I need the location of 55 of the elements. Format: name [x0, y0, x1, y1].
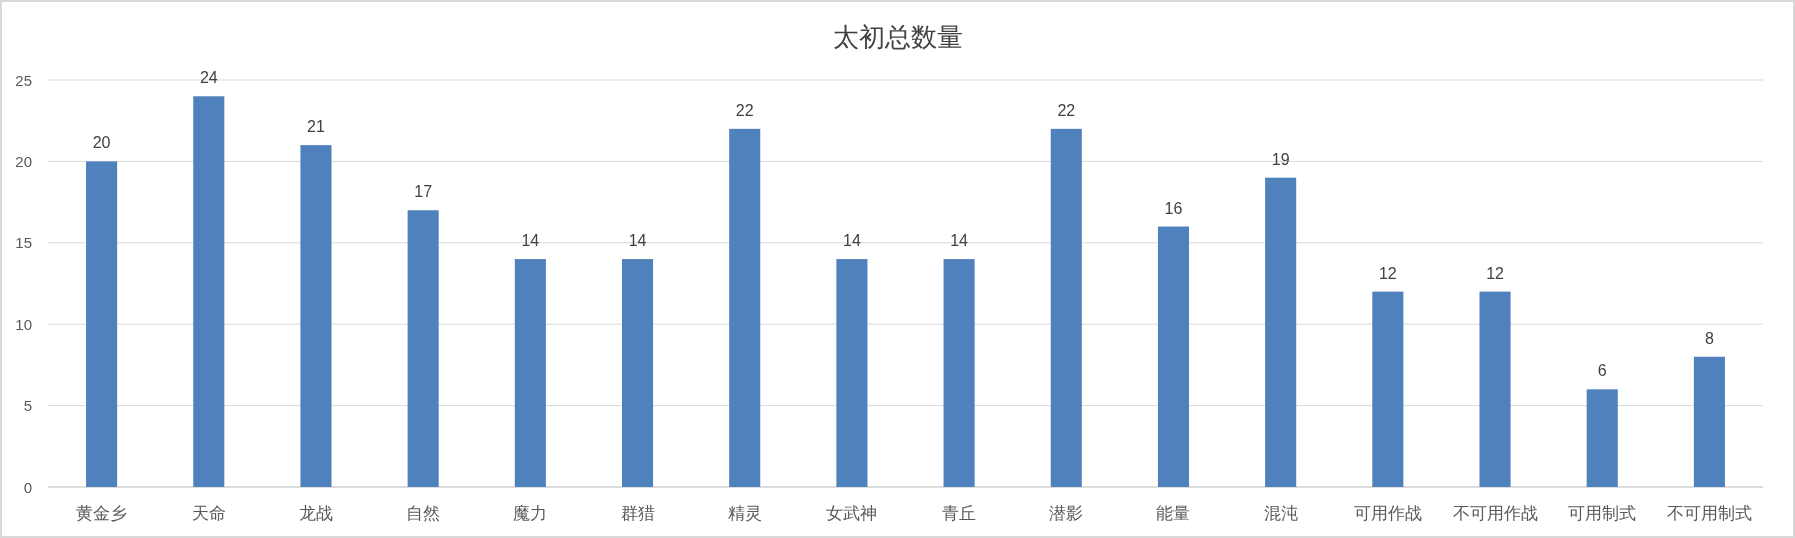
data-label: 22 [1057, 101, 1076, 119]
y-tick-label: 5 [23, 397, 32, 415]
x-tick-label: 能量 [1156, 504, 1191, 523]
x-tick-label: 天命 [191, 504, 226, 523]
bar [514, 259, 546, 487]
y-tick-label: 20 [15, 152, 32, 170]
bar [1050, 128, 1082, 487]
x-tick-label: 精灵 [727, 504, 762, 523]
x-tick-label: 群猎 [620, 504, 655, 523]
data-label: 19 [1271, 150, 1290, 168]
data-label: 21 [307, 118, 325, 136]
x-tick-label: 不可用作战 [1452, 504, 1538, 523]
data-label: 6 [1597, 362, 1607, 380]
x-tick-label: 龙战 [298, 504, 333, 523]
data-label: 14 [628, 232, 647, 250]
bar [836, 259, 868, 487]
bar [943, 259, 975, 487]
x-tick-label: 自然 [406, 504, 441, 523]
x-tick-label: 不可用制式 [1666, 504, 1752, 523]
bar [729, 128, 761, 487]
data-label: 14 [843, 232, 861, 250]
data-label: 20 [92, 134, 111, 152]
data-label: 22 [735, 101, 754, 119]
bar [1157, 226, 1190, 487]
bar [1265, 177, 1297, 487]
x-tick-label: 可用制式 [1568, 504, 1637, 523]
data-label: 12 [1378, 264, 1397, 282]
y-tick-label: 15 [15, 234, 32, 252]
bar [1693, 356, 1725, 487]
x-tick-label: 女武神 [826, 504, 878, 523]
bar [621, 259, 654, 487]
bar [300, 145, 332, 487]
bar [1479, 291, 1511, 487]
bar [1372, 291, 1404, 487]
y-tick-label: 25 [15, 71, 32, 89]
data-label: 24 [199, 69, 218, 87]
data-label: 16 [1164, 199, 1183, 217]
data-label: 12 [1486, 264, 1505, 282]
bar [1586, 389, 1618, 487]
bar [86, 161, 118, 487]
x-tick-label: 黄金乡 [76, 504, 128, 523]
bar [407, 210, 439, 487]
y-tick-label: 10 [15, 315, 32, 333]
data-label: 8 [1704, 329, 1714, 347]
x-tick-label: 青丘 [942, 504, 977, 523]
y-tick-label: 0 [23, 478, 32, 496]
x-tick-label: 潜影 [1049, 504, 1084, 523]
data-label: 14 [950, 232, 969, 250]
data-label: 14 [521, 232, 540, 250]
bar [193, 96, 225, 487]
x-tick-label: 魔力 [513, 504, 548, 523]
x-tick-label: 可用作战 [1353, 504, 1422, 523]
data-label: 17 [414, 183, 433, 201]
x-tick-label: 混沌 [1263, 504, 1298, 523]
chart-title: 太初总数量 [832, 23, 963, 52]
